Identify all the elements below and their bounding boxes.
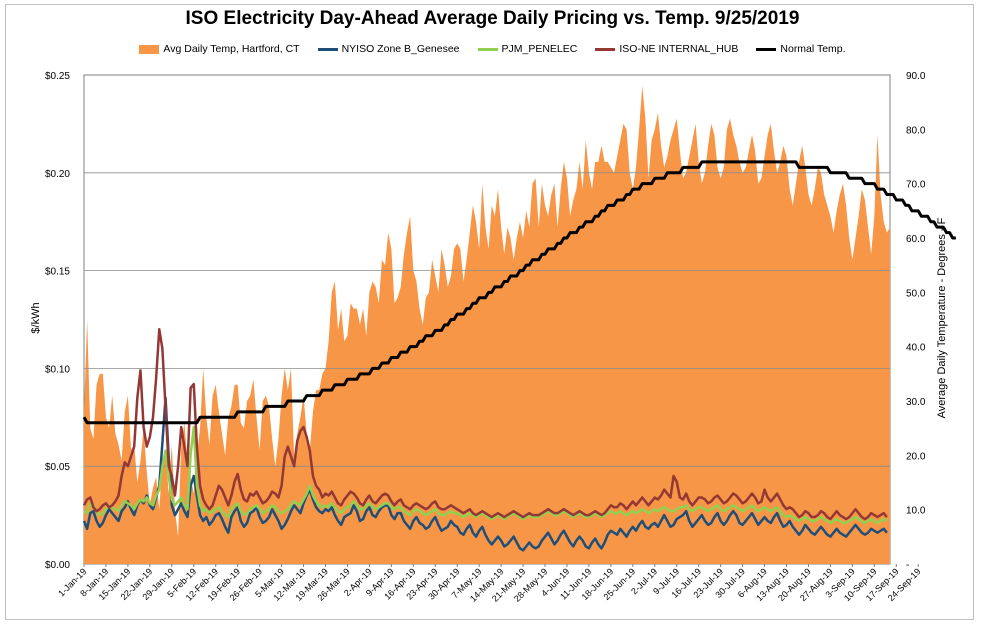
legend: Avg Daily Temp, Hartford, CT NYISO Zone B… [0,43,985,55]
legend-swatch [139,44,160,54]
y2-axis-label: Average Daily Temperature - Degrees - F [936,217,948,418]
y2-tick-label: 70.0 [906,180,926,191]
legend-swatch [756,47,777,51]
y2-tick-label: 40.0 [906,343,926,354]
y2-tick-label: 20.0 [906,451,926,462]
y2-tick-label: - [906,560,909,571]
chart-title: ISO Electricity Day-Ahead Average Daily … [185,8,800,29]
legend-item-iso-ne-internal-hub: ISO-NE INTERNAL_HUB [595,43,738,55]
series-area-avg-daily-temp-hartford-ct [84,85,890,565]
series-line-iso-ne-internal-hub [82,328,888,521]
legend-item-pjm-penelec: PJM_PENELEC [477,43,578,55]
legend-item-avg-daily-temp-hartford-ct: Avg Daily Temp, Hartford, CT [139,43,300,55]
y2-tick-label: 60.0 [906,234,926,245]
legend-label: PJM_PENELEC [501,43,578,55]
y-tick-label: $0.25 [45,71,70,82]
series-line-normal-temp [82,160,956,425]
y2-tick-label: 50.0 [906,288,926,299]
legend-label: Normal Temp. [780,43,846,55]
y2-tick-label: 10.0 [906,506,926,517]
legend-item-normal-temp: Normal Temp. [756,43,846,55]
y2-tick-label: 30.0 [906,397,926,408]
y2-tick-label: 90.0 [906,71,926,82]
y2-tick-label: 80.0 [906,125,926,136]
y-tick-label: $0.05 [45,462,70,473]
legend-swatch [317,47,338,51]
legend-item-nyiso-zone-b-genesee: NYISO Zone B_Genesee [317,43,460,55]
y-tick-label: $0.10 [45,364,70,375]
y-tick-label: $0.00 [45,560,70,571]
y-tick-label: $0.15 [45,267,70,278]
legend-swatch [477,47,498,51]
legend-label: Avg Daily Temp, Hartford, CT [163,43,300,55]
series-line-nyiso-zone-b-genesee [82,396,888,552]
y-tick-label: $0.20 [45,169,70,180]
legend-swatch [595,47,616,51]
legend-label: NYISO Zone B_Genesee [341,43,460,55]
y-axis-label: $/kWh [30,302,42,333]
series-line-pjm-penelec [83,425,888,525]
legend-label: ISO-NE INTERNAL_HUB [619,43,739,55]
